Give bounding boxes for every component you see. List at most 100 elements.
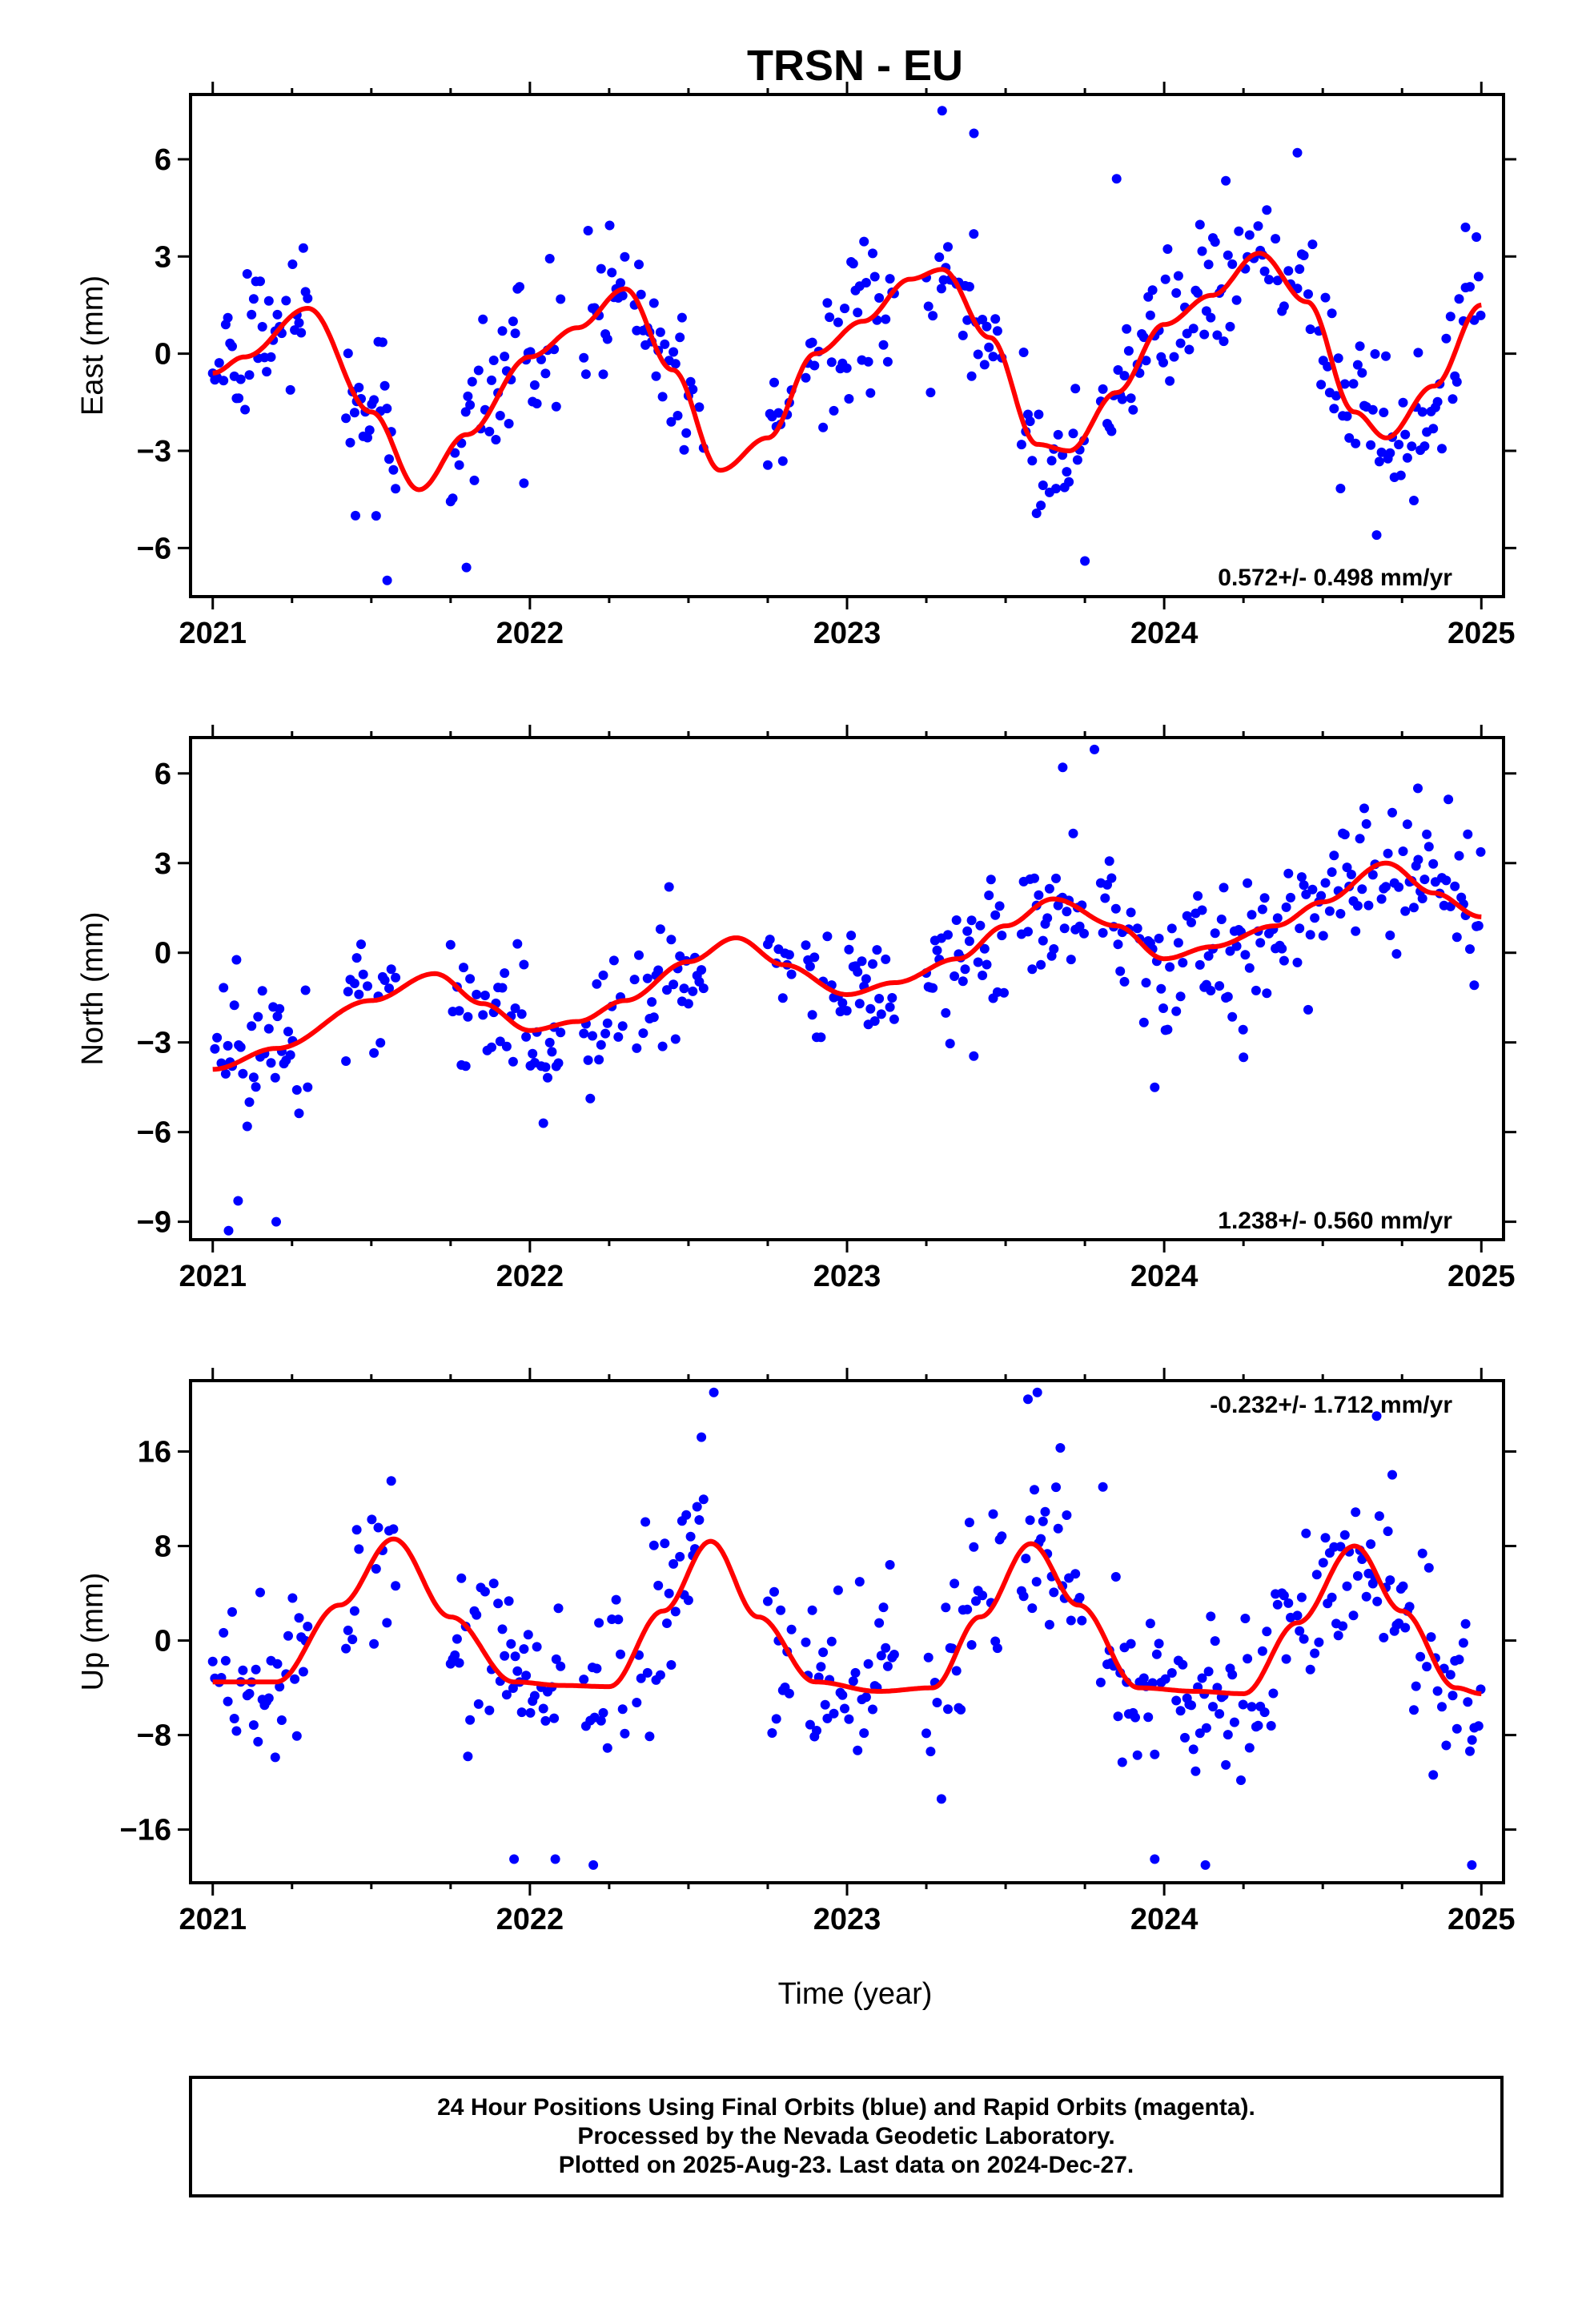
data-point (660, 339, 670, 349)
data-point (1158, 1003, 1168, 1013)
data-point (1262, 988, 1272, 999)
data-point (379, 975, 390, 985)
data-point (1238, 1024, 1248, 1035)
data-point (229, 1000, 239, 1011)
data-point (859, 1728, 869, 1739)
data-point (1292, 283, 1303, 294)
data-point (1027, 1603, 1038, 1614)
data-point (1031, 509, 1042, 518)
data-point (244, 370, 255, 380)
data-point (822, 1713, 833, 1723)
data-point (1323, 361, 1333, 372)
data-point (973, 349, 983, 360)
data-point (878, 1602, 889, 1613)
data-point (777, 993, 788, 1003)
data-point (1195, 219, 1205, 230)
data-point (805, 1719, 815, 1730)
data-point (1371, 530, 1382, 541)
data-point (1154, 1638, 1164, 1649)
data-point (1387, 807, 1397, 818)
data-point (1463, 829, 1473, 839)
data-point (648, 1540, 659, 1550)
data-point (786, 969, 797, 979)
data-point (594, 1055, 604, 1065)
data-point (1243, 878, 1253, 888)
data-point (632, 1043, 642, 1053)
data-point (973, 957, 983, 967)
data-point (881, 954, 891, 964)
data-point (648, 298, 659, 308)
data-point (231, 955, 242, 965)
data-point (1208, 1702, 1218, 1712)
data-point (958, 976, 968, 987)
data-point (670, 359, 681, 369)
y-tick-label: −6 (137, 1116, 171, 1150)
data-point (840, 304, 849, 314)
data-point (1467, 1735, 1477, 1745)
data-point (1327, 1592, 1337, 1602)
data-point (805, 961, 815, 971)
data-point (932, 1698, 942, 1707)
data-points (207, 106, 1486, 585)
data-point (294, 318, 304, 328)
data-point (532, 1642, 542, 1652)
data-point (1394, 440, 1404, 450)
data-point (281, 296, 291, 306)
data-point (452, 1634, 462, 1644)
data-point (351, 1525, 362, 1535)
data-point (1292, 1610, 1303, 1621)
data-point (349, 979, 359, 988)
data-point (255, 1587, 265, 1598)
data-point (296, 328, 307, 338)
data-point (1231, 941, 1242, 951)
data-point (1387, 1470, 1397, 1480)
y-tick-label: 0 (155, 1625, 171, 1659)
data-point (1367, 870, 1378, 880)
data-point (510, 1651, 520, 1662)
data-point (248, 1720, 259, 1731)
data-point (988, 1509, 998, 1519)
data-point (1243, 1654, 1253, 1664)
footer-line-2: Processed by the Nevada Geodetic Laborat… (577, 2123, 1115, 2149)
data-point (298, 1667, 308, 1677)
data-point (1171, 1695, 1182, 1706)
data-point (480, 1586, 490, 1597)
data-point (861, 974, 871, 984)
data-point (833, 1585, 843, 1595)
data-point (1441, 1740, 1452, 1751)
data-point (962, 1604, 973, 1614)
data-point (613, 1614, 624, 1625)
data-point (512, 1666, 523, 1676)
data-point (876, 1009, 886, 1019)
data-point (1257, 1646, 1267, 1656)
data-point (1296, 1592, 1307, 1602)
data-point (598, 970, 608, 980)
data-point (354, 382, 364, 392)
data-point (885, 274, 895, 284)
data-point (509, 1854, 520, 1864)
data-point (1318, 931, 1328, 941)
data-point (1247, 910, 1257, 920)
data-point (1062, 467, 1072, 477)
data-point (1428, 424, 1439, 434)
data-point (1197, 246, 1207, 256)
data-point (1281, 1654, 1291, 1664)
data-point (1062, 1510, 1072, 1520)
data-point (497, 326, 508, 336)
data-point (388, 464, 399, 475)
data-point (848, 259, 858, 269)
data-point (822, 298, 833, 308)
data-point (1070, 384, 1081, 394)
data-point (1437, 1702, 1447, 1712)
data-point (1303, 1004, 1313, 1015)
data-point (456, 1573, 467, 1583)
data-point (818, 422, 829, 432)
data-point (1283, 868, 1294, 879)
data-point (583, 226, 593, 235)
data-point (1374, 456, 1384, 467)
data-point (1044, 883, 1054, 894)
data-point (1299, 251, 1309, 260)
data-point (460, 407, 471, 417)
data-point (1381, 351, 1391, 361)
data-point (960, 964, 970, 975)
